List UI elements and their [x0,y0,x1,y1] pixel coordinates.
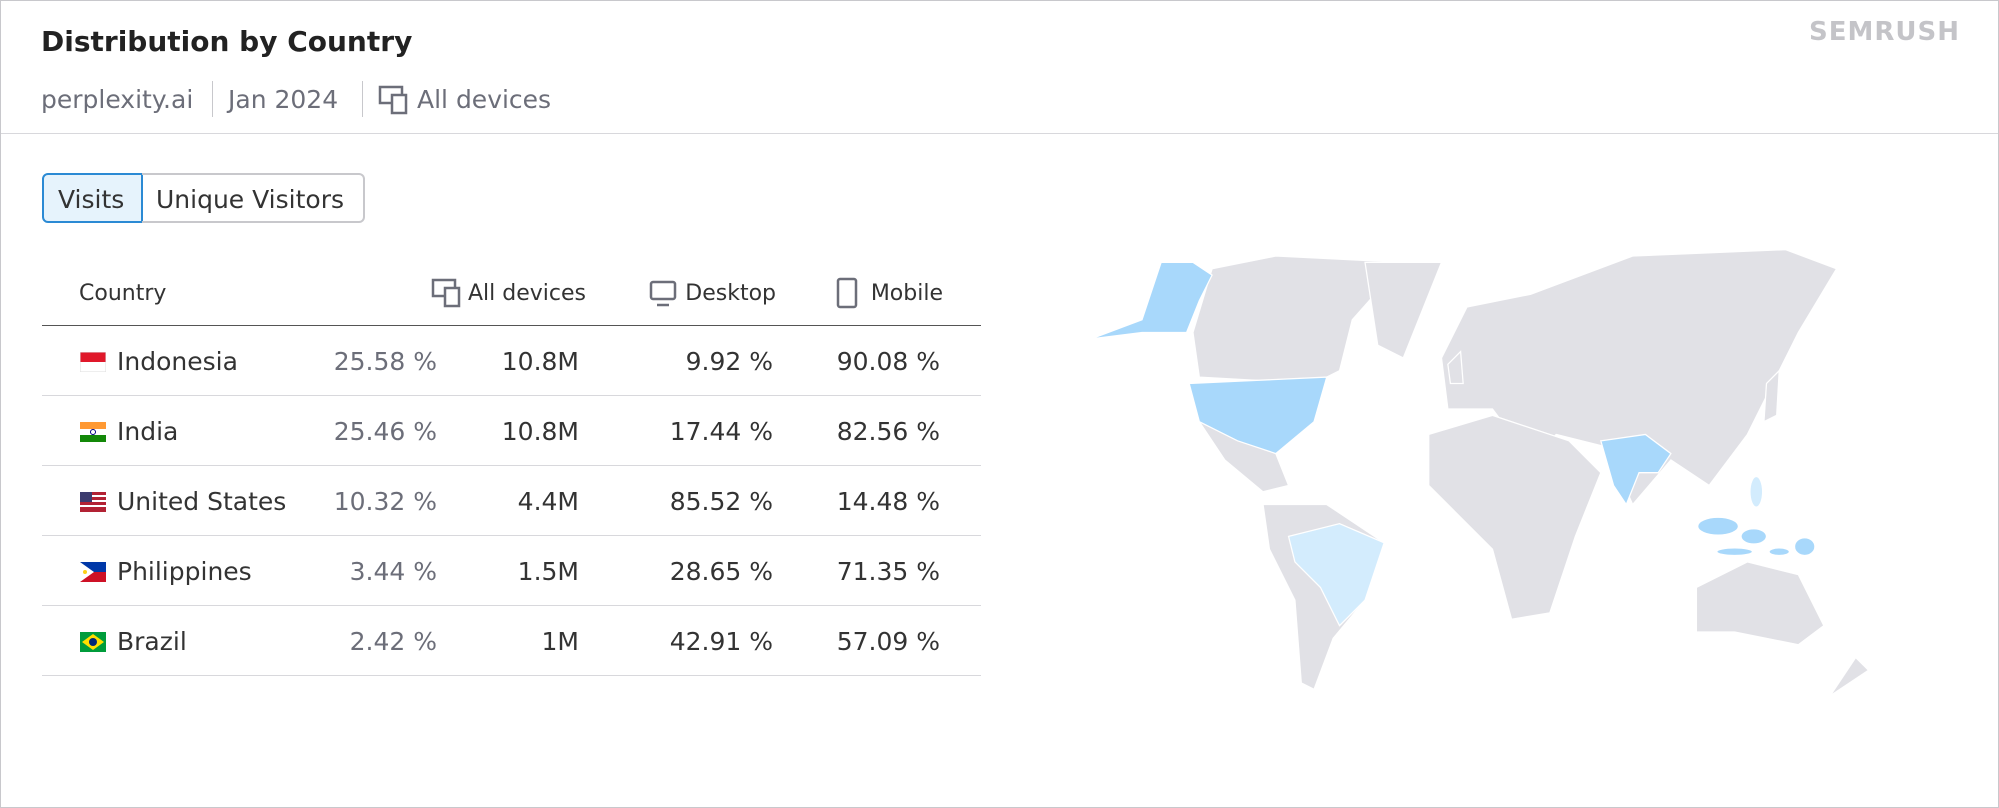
date: Jan 2024 [228,85,339,114]
flag [80,352,106,372]
divider [1,133,1998,134]
visits: 1M [541,627,579,656]
country-name: India [117,417,179,446]
share: 10.32 % [333,487,437,516]
flag [80,632,106,652]
desktop-share: 17.44 % [669,417,773,446]
share: 25.58 % [333,347,437,376]
column-header: Mobile [870,281,943,306]
visits: 1.5M [517,557,579,586]
devices-icon [431,278,461,308]
header-line [42,325,981,326]
desktop-share: 9.92 % [685,347,773,376]
country-name: Brazil [117,627,187,656]
tab-visits[interactable]: Visits [42,173,143,223]
flag [80,562,106,582]
column-header: Desktop [685,281,776,306]
row-line [42,465,981,466]
visits: 4.4M [517,487,579,516]
desktop-share: 85.52 % [669,487,773,516]
share: 3.44 % [349,557,437,586]
row-line [42,675,981,676]
visits: 10.8M [501,347,579,376]
devices-icon [378,85,408,115]
mobile-share: 14.48 % [836,487,940,516]
tab-unique-visitors[interactable]: Unique Visitors [142,173,365,223]
row-line [42,395,981,396]
country-name: Philippines [117,557,252,586]
desktop-share: 42.91 % [669,627,773,656]
mobile-share: 71.35 % [836,557,940,586]
row-line [42,605,981,606]
mobile-share: 82.56 % [836,417,940,446]
flag [80,492,106,512]
share: 25.46 % [333,417,437,446]
separator [212,81,213,117]
devices[interactable]: All devices [417,85,552,114]
desktop-share: 28.65 % [669,557,773,586]
desktop-icon [649,280,677,307]
row-line [42,535,981,536]
visits: 10.8M [501,417,579,446]
country-name: United States [117,487,287,516]
column-header: Country [79,281,167,306]
mobile-share: 57.09 % [836,627,940,656]
separator [362,81,363,117]
mobile-icon [836,277,858,309]
world-map [1091,249,1870,696]
flag [80,422,106,442]
title: Distribution by Country [41,25,413,58]
domain: perplexity.ai [41,85,194,114]
country-name: Indonesia [117,347,238,376]
mobile-share: 90.08 % [836,347,940,376]
column-header: All devices [468,281,586,306]
share: 2.42 % [349,627,437,656]
brand-logo: SEMRUSH [1809,17,1960,47]
